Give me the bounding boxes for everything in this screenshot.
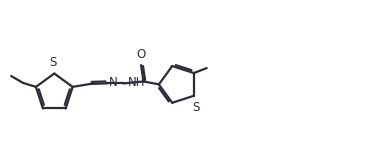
Text: S: S bbox=[192, 101, 200, 114]
Text: S: S bbox=[49, 56, 57, 69]
Text: N: N bbox=[109, 76, 118, 89]
Text: NH: NH bbox=[128, 76, 145, 89]
Text: O: O bbox=[136, 48, 145, 61]
